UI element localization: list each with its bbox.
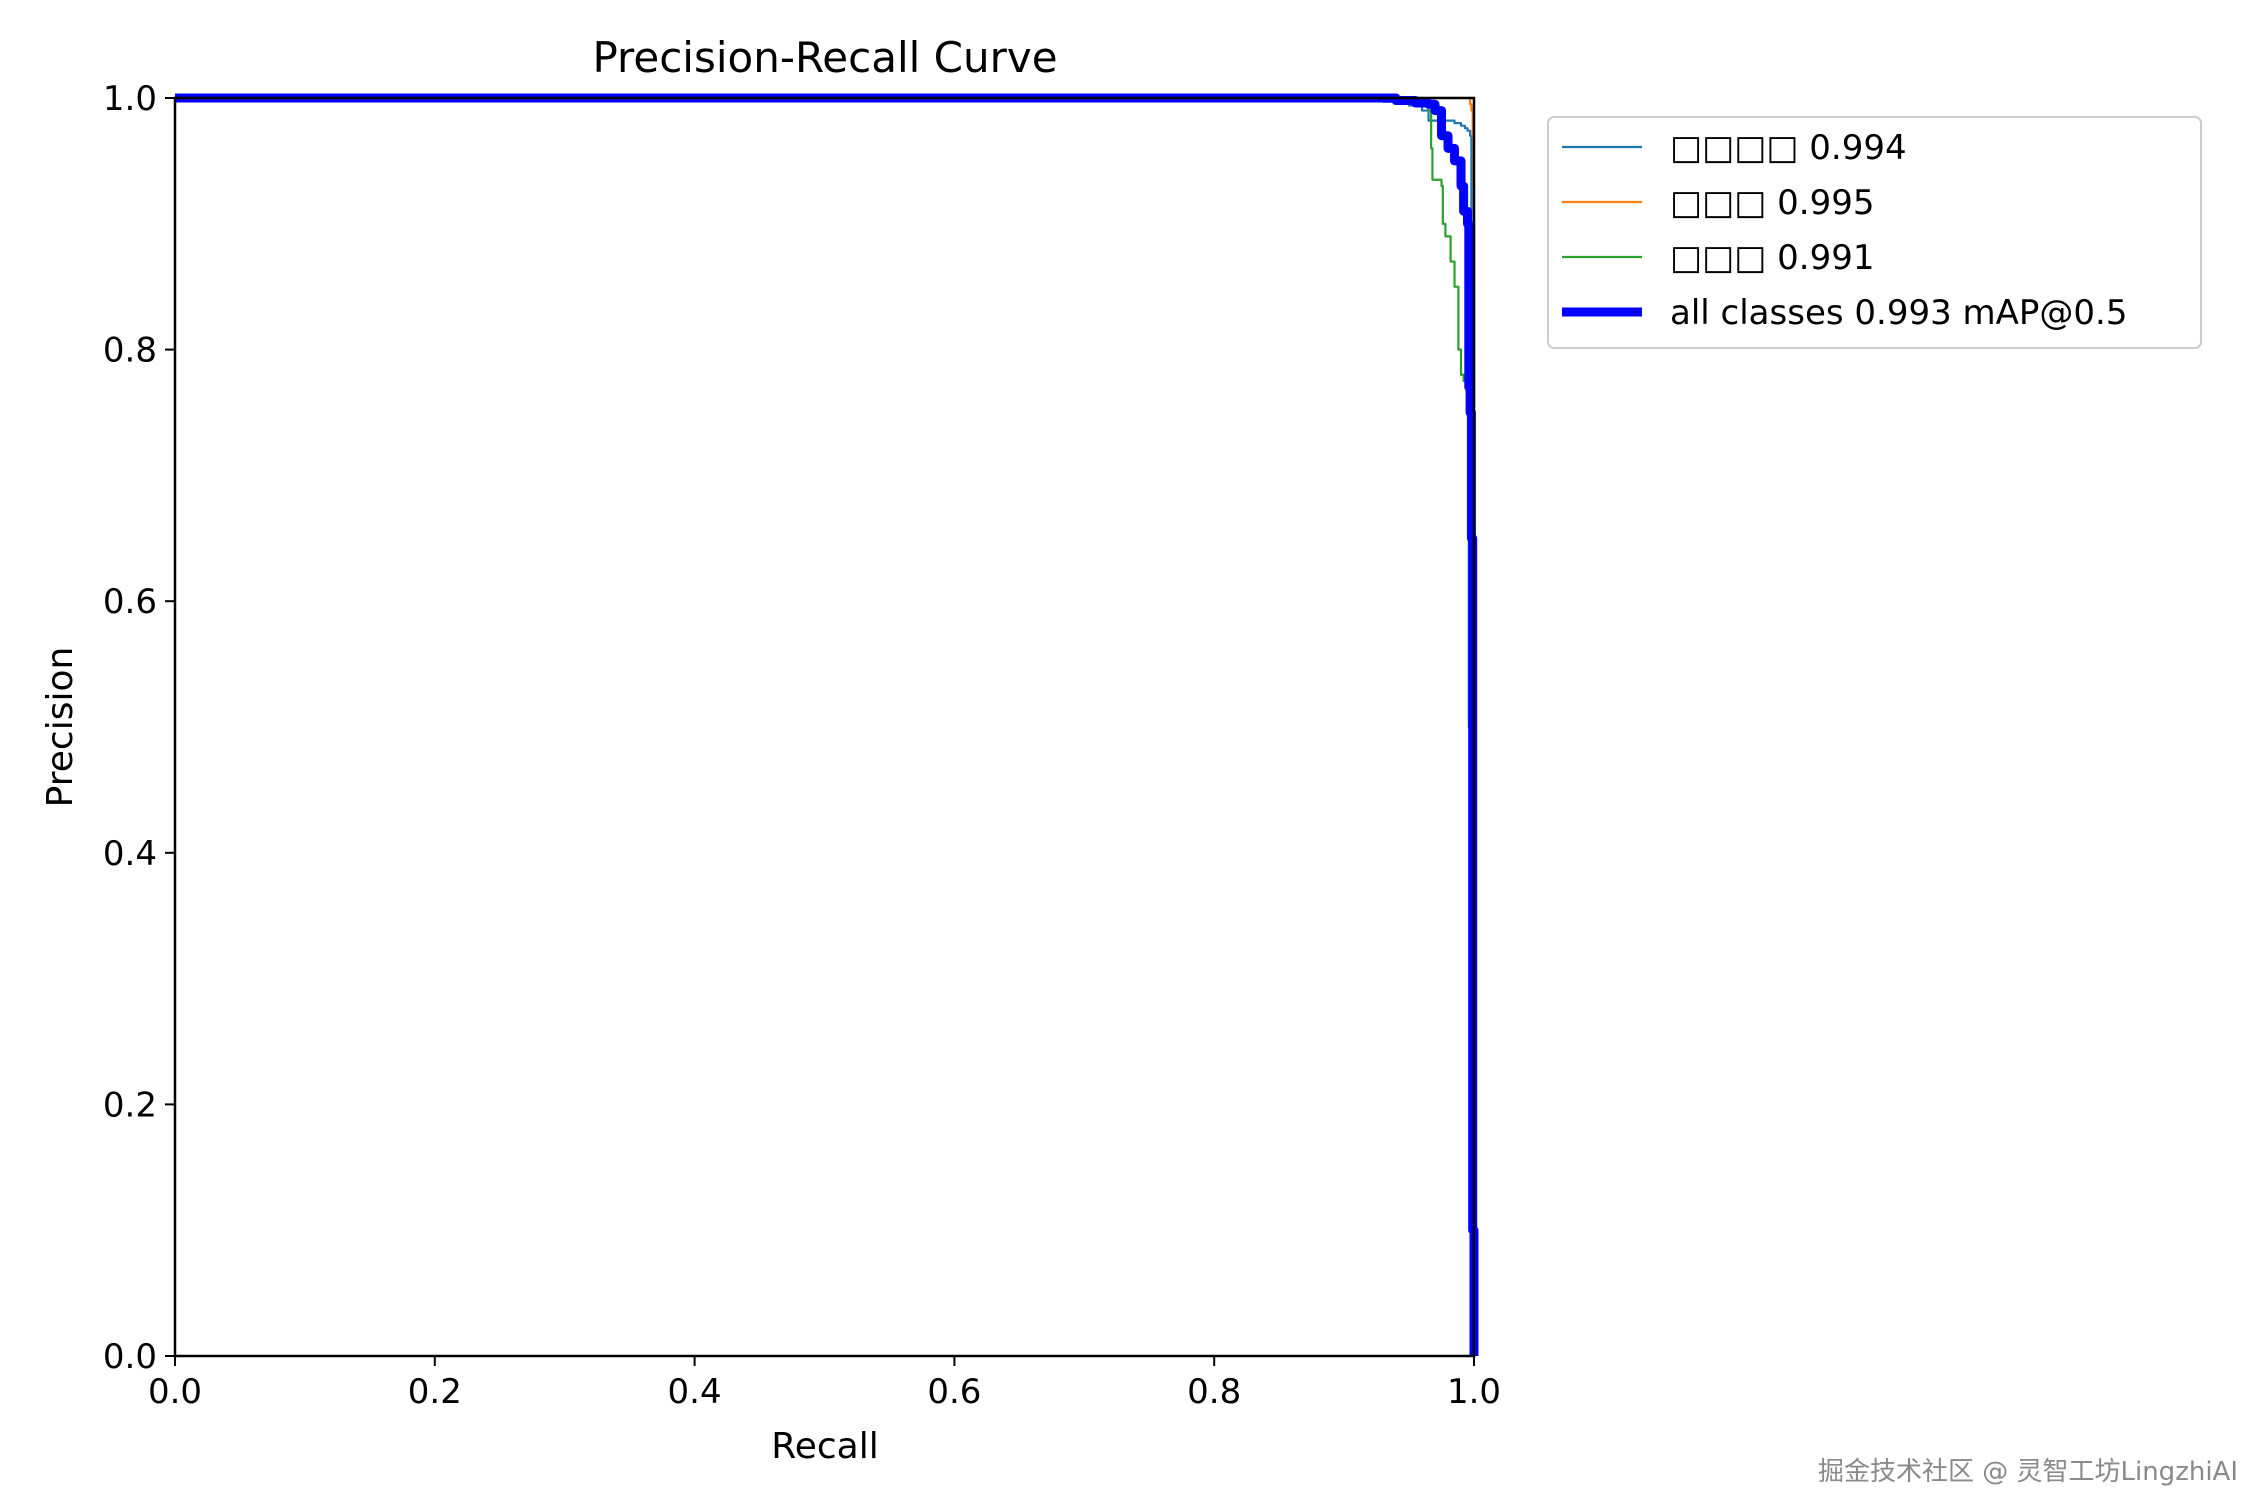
legend: □□□□ 0.994 □□□ 0.995 □□□ 0.991 all classes … xyxy=(1547,116,2202,349)
x-tick-label: 0.2 xyxy=(408,1372,462,1412)
y-axis: 0.0 0.2 0.4 0.6 0.8 1.0 xyxy=(103,79,175,1377)
x-tick-label: 1.0 xyxy=(1447,1372,1501,1412)
x-tick-label: 0.8 xyxy=(1187,1372,1241,1412)
series-line-1 xyxy=(175,96,1476,1356)
x-tick-label: 0.4 xyxy=(668,1372,722,1412)
legend-label-3: □□□ 0.991 xyxy=(1670,238,1875,278)
x-axis: 0.0 0.2 0.4 0.6 0.8 1.0 xyxy=(148,1356,1501,1412)
y-tick-label: 0.2 xyxy=(103,1085,157,1125)
legend-box xyxy=(1547,116,2202,349)
y-tick-label: 0.6 xyxy=(103,582,157,622)
y-tick-label: 1.0 xyxy=(103,79,157,119)
series-line-4 xyxy=(175,93,1479,1356)
x-tick-label: 0.0 xyxy=(148,1372,202,1412)
plot-frame xyxy=(173,96,1476,1358)
legend-label-2: □□□ 0.995 xyxy=(1670,183,1875,223)
series-line-2 xyxy=(175,96,1476,1356)
series-line-3 xyxy=(175,96,1476,1356)
x-axis-label: Recall xyxy=(771,1426,878,1467)
y-tick-label: 0.8 xyxy=(103,331,157,371)
chart-title: Precision-Recall Curve xyxy=(592,33,1057,82)
watermark: 掘金技术社区 @ 灵智工坊LingzhiAI xyxy=(1817,1457,2238,1487)
y-tick-label: 0.0 xyxy=(103,1337,157,1377)
x-tick-label: 0.6 xyxy=(927,1372,981,1412)
legend-label-1: □□□□ 0.994 xyxy=(1670,128,1907,168)
plot-series-group xyxy=(175,93,1479,1356)
y-axis-label: Precision xyxy=(40,647,81,808)
y-tick-label: 0.4 xyxy=(103,834,157,874)
legend-label-4: all classes 0.993 mAP@0.5 xyxy=(1670,293,2127,333)
